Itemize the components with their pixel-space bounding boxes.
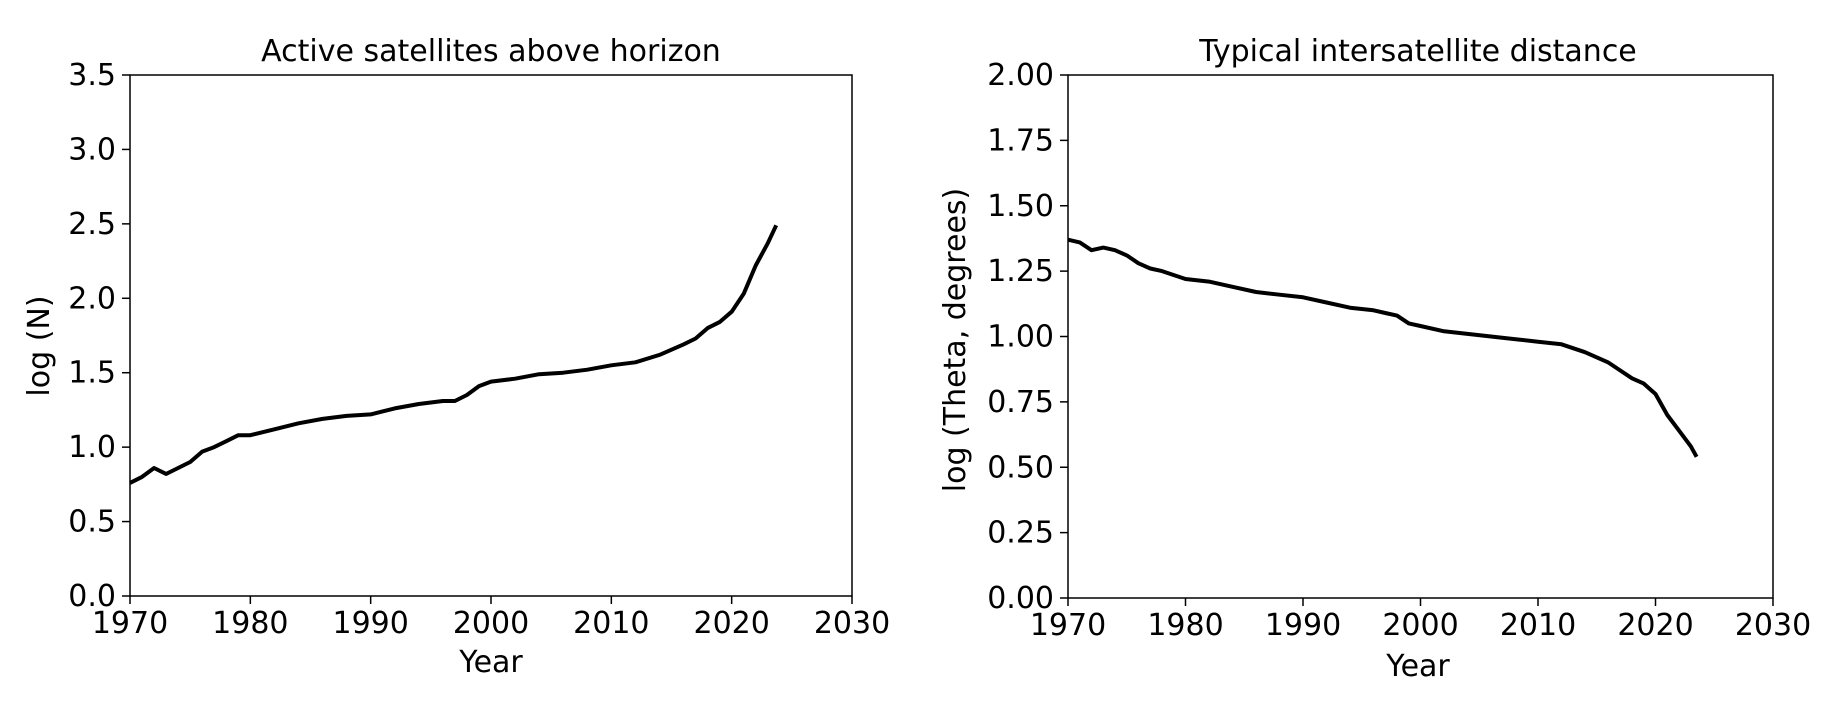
axis-ticks: 1970 1980 1990 2000 2010 2020 2030 0.00 0.25 0.50… xyxy=(987,58,1811,643)
plot-frame xyxy=(1067,74,1774,599)
axis-ticks: 1970 1980 1990 2000 2010 2020 2030 0.0 0.5 1.0 1.5… xyxy=(68,58,890,641)
y-tick-label: 1.5 xyxy=(68,356,116,391)
x-tick-label: 2010 xyxy=(573,606,649,641)
y-tick-label: 1.00 xyxy=(987,320,1054,355)
chart-active-satellites: Active satellites above horizon Year log… xyxy=(22,34,890,680)
y-tick-label: 1.25 xyxy=(987,254,1054,289)
y-tick-label: 2.0 xyxy=(68,281,116,316)
y-tick-label: 0.0 xyxy=(68,579,116,614)
x-tick-label: 1970 xyxy=(1030,608,1106,643)
y-tick-label: 3.5 xyxy=(68,58,116,93)
y-tick-label: 0.25 xyxy=(987,516,1054,551)
series-line xyxy=(1067,237,1699,458)
y-tick-label: 2.00 xyxy=(987,58,1054,93)
y-tick-label: 1.50 xyxy=(987,189,1054,224)
y-tick-label: 2.5 xyxy=(68,207,116,242)
x-tick-label: 2000 xyxy=(1382,608,1458,643)
x-axis-label: Year xyxy=(458,645,523,680)
x-axis-label: Year xyxy=(1385,649,1450,684)
x-tick-label: 1990 xyxy=(1265,608,1341,643)
y-tick-label: 1.75 xyxy=(987,123,1054,158)
y-tick-label: 1.0 xyxy=(68,430,116,465)
y-tick-label: 0.50 xyxy=(987,450,1054,485)
y-tick-label: 0.5 xyxy=(68,505,116,540)
y-tick-label: 3.0 xyxy=(68,132,116,167)
chart-title: Typical intersatellite distance xyxy=(1198,34,1637,69)
chart-title: Active satellites above horizon xyxy=(261,34,721,69)
x-tick-label: 2020 xyxy=(1617,608,1693,643)
x-tick-label: 1990 xyxy=(332,606,408,641)
x-tick-label: 1970 xyxy=(92,606,168,641)
x-tick-label: 2030 xyxy=(814,606,890,641)
chart-intersatellite-distance: Typical intersatellite distance Year log… xyxy=(938,34,1811,684)
x-tick-label: 1980 xyxy=(212,606,288,641)
x-tick-label: 2000 xyxy=(453,606,529,641)
x-tick-label: 1980 xyxy=(1147,608,1223,643)
x-tick-label: 2020 xyxy=(693,606,769,641)
x-tick-label: 2010 xyxy=(1500,608,1576,643)
y-tick-label: 0.00 xyxy=(987,581,1054,616)
y-axis-label: log (N) xyxy=(22,295,57,396)
y-axis-label: log (Theta, degrees) xyxy=(938,188,973,492)
y-tick-label: 0.75 xyxy=(987,385,1054,420)
series-line xyxy=(129,224,779,485)
plot-frame xyxy=(129,74,853,597)
x-tick-label: 2030 xyxy=(1735,608,1811,643)
